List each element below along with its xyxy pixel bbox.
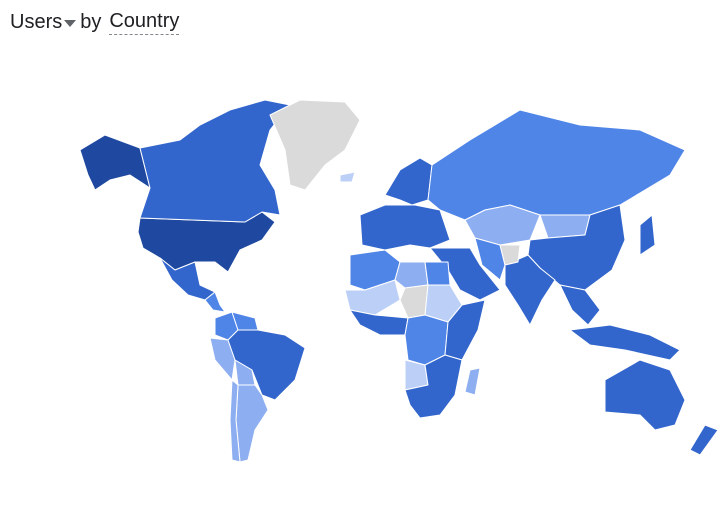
country-japan[interactable] [639,214,656,256]
country-new-zealand[interactable] [689,424,719,456]
connector-text: by [80,11,102,33]
country-europe[interactable] [359,204,451,251]
country-egypt[interactable] [424,261,451,286]
country-canada[interactable] [139,99,291,223]
country-madagascar[interactable] [464,367,481,396]
country-chile[interactable] [229,379,241,463]
country-mongolia[interactable] [539,214,591,239]
country-iran[interactable] [474,237,506,281]
country-southeast-asia[interactable] [559,284,601,326]
country-scandinavia[interactable] [384,157,433,206]
dimension-selector[interactable]: Country [109,10,180,35]
country-southern-africa[interactable] [404,354,463,419]
country-central-america[interactable] [204,291,226,313]
country-afghanistan[interactable] [499,244,521,266]
country-indonesia[interactable] [569,324,681,361]
country-argentina[interactable] [235,384,269,463]
country-iceland[interactable] [339,171,356,183]
dropdown-caret-icon [64,20,77,27]
metric-label: Users [10,11,63,33]
country-alaska[interactable] [79,134,151,191]
country-russia[interactable] [427,109,686,221]
country-chad[interactable] [399,284,429,319]
country-united-states[interactable] [137,211,276,273]
country-australia[interactable] [604,359,686,431]
card-title: Users by Country [10,10,180,35]
country-peru[interactable] [209,337,236,381]
metric-selector[interactable]: Users [10,11,77,34]
country-libya[interactable] [394,261,429,289]
country-india[interactable] [504,254,556,326]
country-middle-east[interactable] [429,247,501,301]
country-brazil[interactable] [227,329,306,401]
country-west-africa[interactable] [349,309,409,336]
country-greenland[interactable] [269,99,361,191]
